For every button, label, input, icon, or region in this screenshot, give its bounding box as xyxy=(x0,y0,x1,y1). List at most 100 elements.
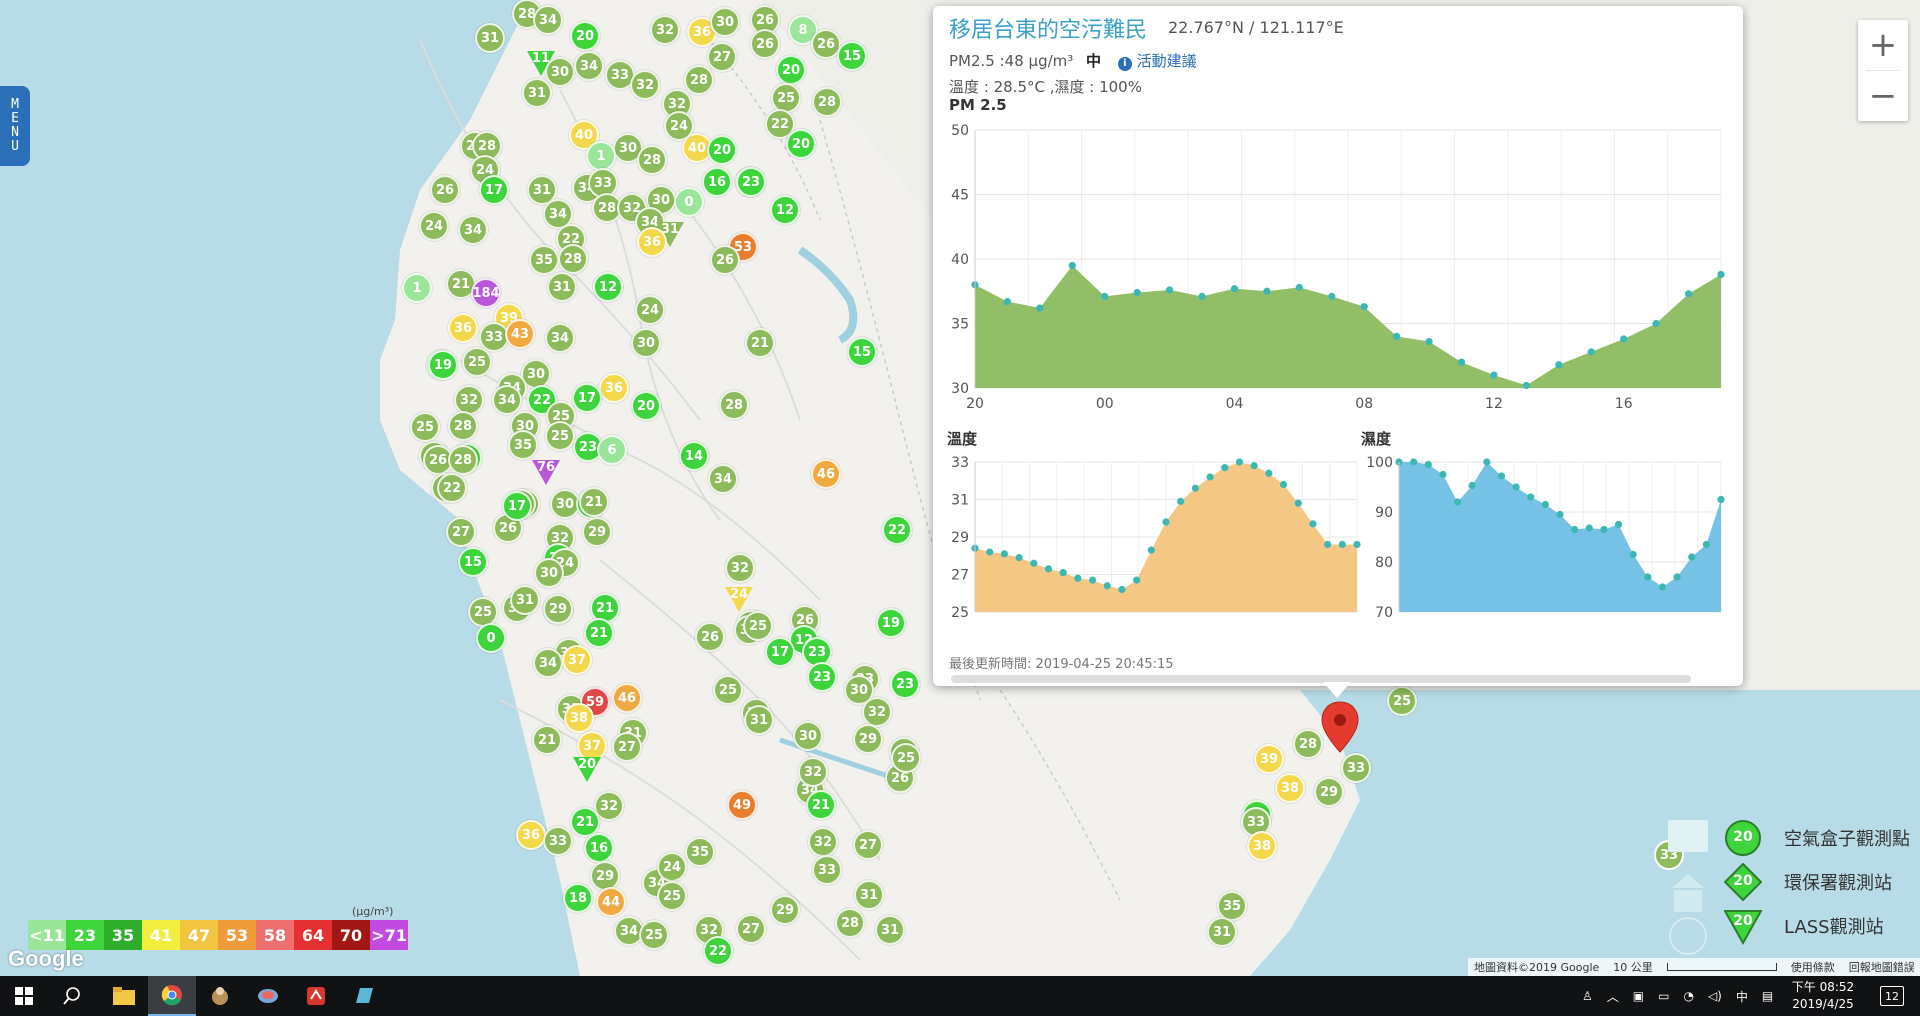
station-marker[interactable]: 32 xyxy=(650,15,680,45)
station-marker[interactable]: 30 xyxy=(534,558,564,588)
station-marker[interactable]: 17 xyxy=(479,175,509,205)
chevron-up-icon[interactable]: ︿ xyxy=(1606,989,1619,1004)
station-marker[interactable]: 39 xyxy=(1254,744,1284,774)
station-marker[interactable]: 25 xyxy=(410,412,440,442)
station-marker[interactable]: 28 xyxy=(637,145,667,175)
station-marker[interactable]: 34 xyxy=(492,385,522,415)
network-icon[interactable]: ▭ xyxy=(1658,989,1670,1003)
station-marker[interactable]: 6 xyxy=(597,435,627,465)
station-marker[interactable]: 27 xyxy=(446,517,476,547)
station-title[interactable]: 移居台東的空污難民 xyxy=(949,18,1148,43)
station-marker[interactable]: 34 xyxy=(545,323,575,353)
station-marker[interactable]: 30 xyxy=(545,57,575,87)
station-marker[interactable]: 43 xyxy=(505,319,535,349)
station-marker[interactable]: 15 xyxy=(847,337,877,367)
station-marker[interactable]: 31 xyxy=(547,272,577,302)
station-marker[interactable]: 28 xyxy=(448,445,478,475)
station-marker[interactable]: 31 xyxy=(510,585,540,615)
station-marker[interactable]: 24 xyxy=(724,584,754,614)
station-marker[interactable]: 27 xyxy=(612,732,642,762)
station-marker[interactable]: 25 xyxy=(657,881,687,911)
station-marker[interactable]: 36 xyxy=(516,820,546,850)
station-marker[interactable]: 32 xyxy=(630,70,660,100)
station-marker[interactable]: 26 xyxy=(710,245,740,275)
station-marker[interactable]: 30 xyxy=(710,7,740,37)
people-icon[interactable]: ♙ xyxy=(1582,989,1593,1003)
station-marker[interactable]: 16 xyxy=(702,167,732,197)
station-marker[interactable]: 18 xyxy=(563,883,593,913)
station-marker[interactable]: 25 xyxy=(462,347,492,377)
station-marker[interactable]: 17 xyxy=(572,383,602,413)
volume-icon[interactable]: ◁) xyxy=(1707,989,1722,1003)
ime-indicator[interactable]: 中 xyxy=(1735,989,1748,1004)
station-marker[interactable]: 28 xyxy=(1293,729,1323,759)
station-marker[interactable]: 24 xyxy=(419,211,449,241)
station-marker[interactable]: 20 xyxy=(572,754,602,784)
station-marker[interactable]: 32 xyxy=(808,827,838,857)
station-marker[interactable]: 34 xyxy=(708,464,738,494)
station-marker[interactable]: 21 xyxy=(745,328,775,358)
station-marker[interactable]: 33 xyxy=(543,826,573,856)
station-marker[interactable]: 22 xyxy=(437,473,467,503)
station-marker[interactable]: 20 xyxy=(631,391,661,421)
station-marker[interactable]: 31 xyxy=(854,880,884,910)
station-marker[interactable]: 26 xyxy=(750,29,780,59)
station-marker[interactable]: 27 xyxy=(707,42,737,72)
station-marker[interactable]: 34 xyxy=(543,199,573,229)
station-marker[interactable]: 36 xyxy=(599,373,629,403)
station-marker[interactable]: 31 xyxy=(522,78,552,108)
station-marker[interactable]: 23 xyxy=(807,662,837,692)
station-marker[interactable]: 46 xyxy=(811,459,841,489)
file-explorer-icon[interactable] xyxy=(100,976,148,1016)
station-marker[interactable]: 32 xyxy=(862,697,892,727)
station-marker[interactable]: 33 xyxy=(479,322,509,352)
station-marker[interactable]: 17 xyxy=(765,637,795,667)
station-marker[interactable]: 20 xyxy=(707,135,737,165)
popup-scrollbar[interactable] xyxy=(951,675,1691,683)
zoom-in-button[interactable]: + xyxy=(1868,25,1898,65)
station-marker[interactable]: 44 xyxy=(596,887,626,917)
station-marker[interactable]: 38 xyxy=(564,703,594,733)
station-marker[interactable]: 32 xyxy=(725,553,755,583)
station-marker[interactable]: 31 xyxy=(655,219,685,249)
station-marker[interactable]: 34 xyxy=(533,5,563,35)
station-marker[interactable]: 0 xyxy=(476,623,506,653)
station-marker[interactable]: 26 xyxy=(811,29,841,59)
station-marker[interactable]: 36 xyxy=(448,313,478,343)
station-marker[interactable]: 31 xyxy=(1207,917,1237,947)
station-marker[interactable]: 30 xyxy=(793,721,823,751)
station-marker[interactable]: 15 xyxy=(837,41,867,71)
station-marker[interactable]: 25 xyxy=(1387,686,1417,716)
station-marker[interactable]: 25 xyxy=(639,920,669,950)
station-marker[interactable]: 12 xyxy=(593,272,623,302)
station-marker[interactable]: 35 xyxy=(508,430,538,460)
station-marker[interactable]: 30 xyxy=(631,328,661,358)
station-marker[interactable]: 33 xyxy=(812,855,842,885)
station-marker[interactable]: 29 xyxy=(590,861,620,891)
station-marker[interactable]: 24 xyxy=(664,111,694,141)
menu-button[interactable]: M E N U xyxy=(0,86,30,166)
station-marker[interactable]: 34 xyxy=(458,215,488,245)
info-icon[interactable]: i xyxy=(1117,57,1132,71)
station-marker[interactable]: 16 xyxy=(584,833,614,863)
station-marker[interactable]: 24 xyxy=(657,852,687,882)
station-marker[interactable]: 32 xyxy=(798,757,828,787)
station-marker[interactable]: 14 xyxy=(679,441,709,471)
station-marker[interactable]: 29 xyxy=(770,895,800,925)
station-marker[interactable]: 34 xyxy=(533,648,563,678)
station-marker[interactable]: 36 xyxy=(637,227,667,257)
station-marker[interactable]: 24 xyxy=(635,295,665,325)
station-marker[interactable]: 49 xyxy=(727,790,757,820)
station-marker[interactable]: 22 xyxy=(882,515,912,545)
station-marker[interactable]: 31 xyxy=(527,175,557,205)
station-marker[interactable]: 31 xyxy=(875,915,905,945)
station-marker[interactable]: 12 xyxy=(770,195,800,225)
station-marker[interactable]: 0 xyxy=(674,187,704,217)
station-marker[interactable]: 21 xyxy=(806,790,836,820)
station-marker[interactable]: 25 xyxy=(771,83,801,113)
terms-link[interactable]: 使用條款 xyxy=(1790,961,1835,974)
chrome-icon[interactable] xyxy=(148,976,196,1016)
station-marker[interactable]: 35 xyxy=(529,245,559,275)
station-marker[interactable]: 23 xyxy=(736,167,766,197)
notification-center-icon[interactable]: 12 xyxy=(1880,986,1904,1006)
